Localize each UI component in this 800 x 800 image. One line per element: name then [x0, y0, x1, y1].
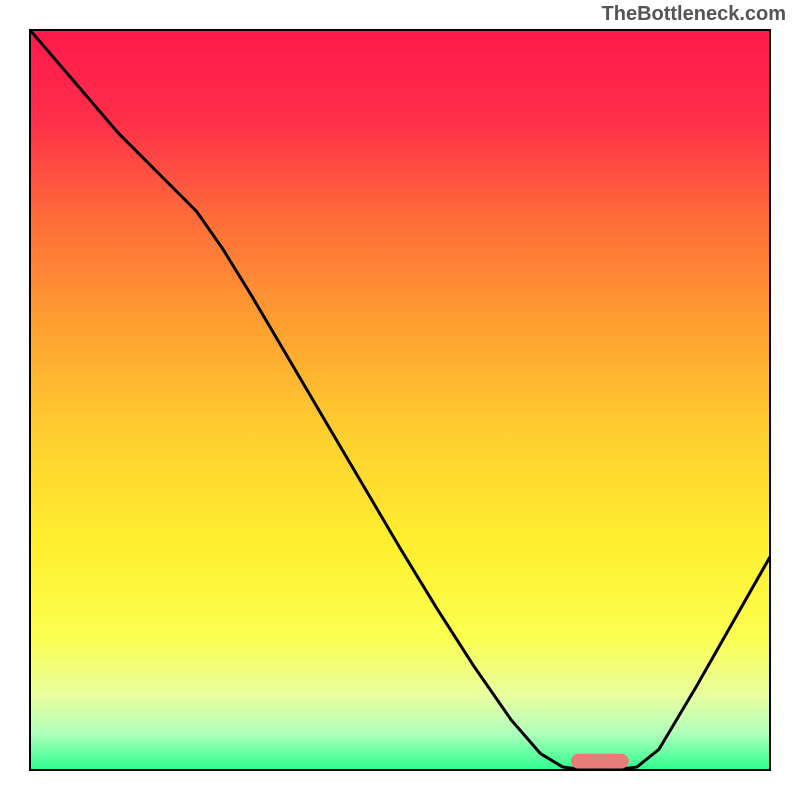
optimal-range-marker: [571, 754, 629, 769]
plot-background: [30, 30, 770, 770]
watermark-text: TheBottleneck.com: [602, 3, 786, 26]
bottleneck-chart: [0, 0, 800, 800]
chart-container: TheBottleneck.com: [0, 0, 800, 800]
